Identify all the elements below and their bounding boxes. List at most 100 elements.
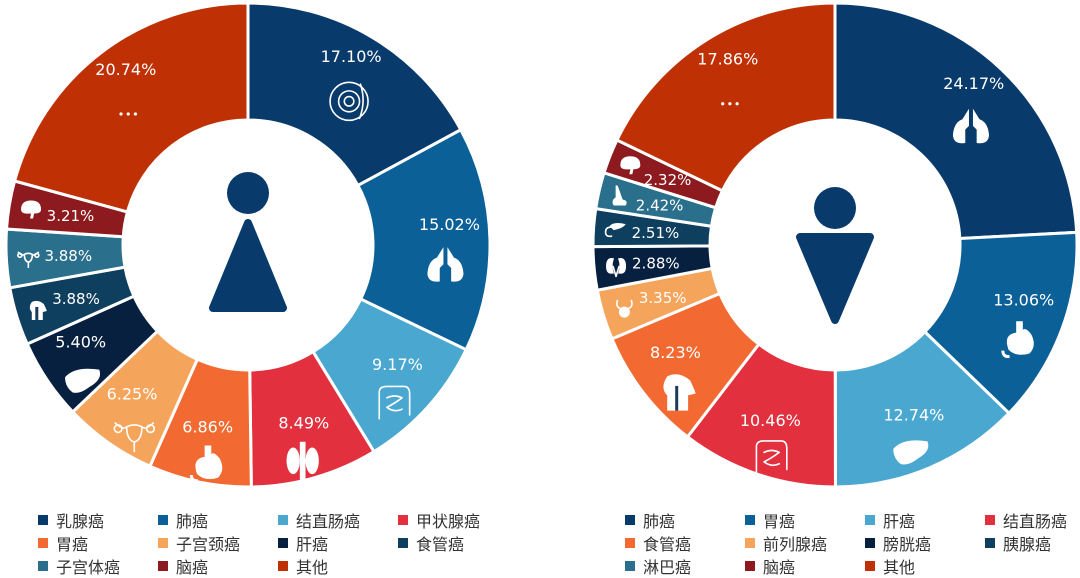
- legend-label: 胃癌: [56, 535, 89, 554]
- slice-label: 6.86%: [182, 417, 233, 436]
- legend-swatch: [745, 561, 755, 571]
- legend-label: 胃癌: [763, 512, 796, 531]
- female-body: [209, 219, 287, 312]
- legend-swatch: [865, 515, 875, 525]
- pancreas-icon: [604, 223, 626, 238]
- slice-肺癌: [355, 127, 492, 352]
- legend-swatch: [745, 538, 755, 548]
- slice-label: 6.25%: [107, 385, 158, 404]
- slice-label: 3.88%: [44, 247, 92, 265]
- legend-label: 脑癌: [763, 558, 796, 577]
- legend-label: 肝癌: [296, 535, 329, 554]
- male-icon: [796, 187, 874, 324]
- legend-label: 其他: [883, 558, 916, 577]
- legend-label: 胰腺癌: [1003, 535, 1052, 554]
- slice-label: 17.86%: [697, 49, 758, 68]
- legend-label: 子宫颈癌: [176, 535, 241, 554]
- intestine-icon: [755, 440, 788, 475]
- brain-icon: [620, 156, 641, 175]
- legend-label: 淋巴癌: [643, 558, 692, 577]
- thyroid-icon: [286, 441, 319, 480]
- slice-其他: [12, 1, 250, 214]
- lung-icon: [952, 108, 990, 144]
- slice-label: 15.02%: [419, 215, 480, 234]
- slice-label: 9.17%: [372, 355, 423, 374]
- slice-label: 5.40%: [55, 332, 106, 351]
- slice-label: 3.21%: [47, 207, 95, 225]
- slice-label: 8.49%: [278, 414, 329, 433]
- legend-item: 结直肠癌: [278, 508, 360, 532]
- uterus-icon: [17, 251, 40, 269]
- legend-item: 结直肠癌: [985, 508, 1067, 532]
- slice-label: 3.35%: [639, 289, 687, 307]
- legend-swatch: [985, 538, 995, 548]
- legend-item: 膀胱癌: [865, 531, 931, 555]
- legend-item: 乳腺癌: [38, 508, 104, 532]
- ellipsis-icon: [119, 112, 138, 116]
- legend-item: 脑癌: [158, 554, 208, 578]
- legend-item: 其他: [278, 554, 328, 578]
- slice-label: 10.46%: [740, 411, 801, 430]
- female-icon: [209, 172, 287, 312]
- slice-肺癌: [833, 1, 1079, 241]
- legend-swatch: [278, 538, 288, 548]
- legend-label: 乳腺癌: [56, 512, 105, 531]
- donut-chart-male: 24.17% 13.06% 12.74% 10.46% 8.23% 3.35% 2.88% 2…: [591, 1, 1079, 489]
- legend-item: 胰腺癌: [985, 531, 1051, 555]
- legend-label: 肺癌: [176, 512, 209, 531]
- legend-label: 其他: [296, 558, 329, 577]
- slice-label: 2.32%: [644, 171, 692, 189]
- legend-label: 肝癌: [883, 512, 916, 531]
- male-body: [796, 233, 874, 324]
- legend-item: 胃癌: [38, 531, 88, 555]
- legend-label: 结直肠癌: [296, 512, 361, 531]
- stomach-icon: [1001, 321, 1034, 358]
- intestine-icon: [378, 385, 411, 420]
- slice-label: 13.06%: [993, 291, 1054, 310]
- legend-swatch: [398, 515, 408, 525]
- breast-icon: [329, 81, 369, 122]
- kidney-icon: [606, 258, 627, 278]
- legend-item: 胃癌: [745, 508, 795, 532]
- legend-label: 食管癌: [643, 535, 692, 554]
- slice-label: 2.51%: [632, 224, 680, 242]
- donut-chart-female: 17.10% 15.02% 9.17% 8.49% 6.86% 6.25% 5.40% 3.8…: [4, 1, 492, 489]
- legend-swatch: [38, 561, 48, 571]
- legend-swatch: [38, 515, 48, 525]
- legend-swatch: [278, 515, 288, 525]
- legend-item: 脑癌: [745, 554, 795, 578]
- legend-swatch: [398, 538, 408, 548]
- slice-label: 20.74%: [95, 60, 156, 79]
- female-head: [227, 172, 269, 214]
- legend-label: 前列腺癌: [763, 535, 828, 554]
- slice-其他: [614, 1, 837, 193]
- legend-item: 子宫颈癌: [158, 531, 240, 555]
- slice-乳腺癌: [246, 1, 463, 188]
- slice-label: 24.17%: [943, 74, 1004, 93]
- stomach-icon: [189, 445, 223, 483]
- uterus-icon: [113, 422, 156, 453]
- legend-label: 食管癌: [416, 535, 465, 554]
- legend-swatch: [625, 538, 635, 548]
- throat-icon: [663, 374, 696, 411]
- male-head: [814, 187, 856, 229]
- legend-swatch: [865, 538, 875, 548]
- slice-label: 17.10%: [321, 47, 382, 66]
- legend-swatch: [158, 515, 168, 525]
- legend-swatch: [985, 515, 995, 525]
- prostate-icon: [616, 299, 633, 318]
- slice-label: 2.88%: [632, 255, 680, 273]
- legend-swatch: [38, 538, 48, 548]
- liver-icon: [65, 368, 101, 393]
- legend-label: 结直肠癌: [1003, 512, 1068, 531]
- throat-icon: [29, 300, 47, 320]
- legend-item: 肺癌: [158, 508, 208, 532]
- legend-label: 肺癌: [643, 512, 676, 531]
- legend-item: 肝癌: [278, 531, 328, 555]
- legend-swatch: [625, 515, 635, 525]
- legend-swatch: [865, 561, 875, 571]
- lung-icon: [427, 247, 464, 282]
- legend-label: 膀胱癌: [883, 535, 932, 554]
- legend-label: 甲状腺癌: [416, 512, 481, 531]
- liver-icon: [893, 440, 929, 465]
